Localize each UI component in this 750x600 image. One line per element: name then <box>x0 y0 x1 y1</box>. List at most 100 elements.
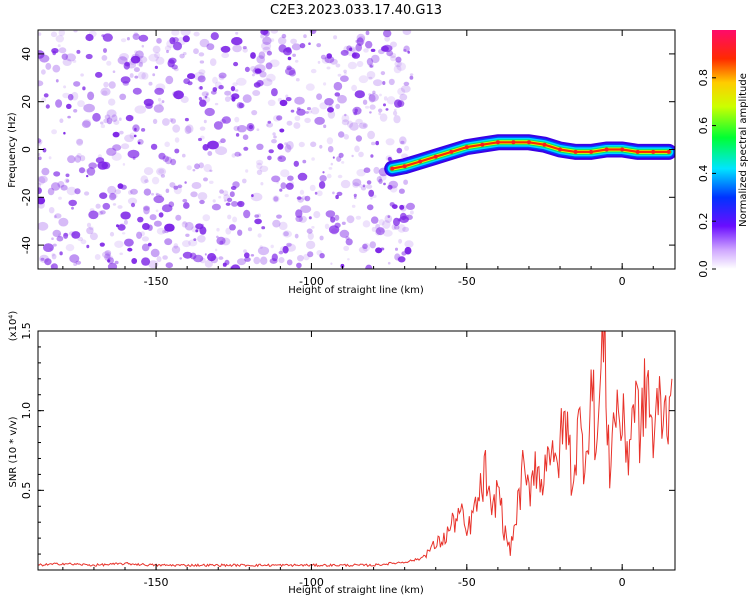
snr-x-ticks: -150 -100 -50 0 <box>62 331 654 589</box>
noise-speckle <box>132 87 142 95</box>
noise-speckle <box>38 32 42 36</box>
noise-speckle <box>254 218 262 225</box>
noise-speckle <box>40 257 45 261</box>
noise-speckle <box>104 250 112 256</box>
noise-speckle <box>88 210 99 220</box>
noise-speckle <box>238 102 245 109</box>
noise-speckle <box>99 242 105 247</box>
noise-speckle <box>229 191 235 198</box>
signal-point <box>418 159 423 164</box>
noise-speckle <box>343 45 350 54</box>
noise-speckle <box>51 253 57 260</box>
noise-speckle <box>305 83 315 91</box>
noise-speckle <box>86 227 94 235</box>
noise-speckle <box>261 226 266 230</box>
noise-speckle <box>155 193 160 197</box>
noise-speckle <box>149 214 157 221</box>
noise-speckle <box>295 78 300 82</box>
noise-speckle <box>185 124 194 133</box>
y-tick-label: -40 <box>20 236 33 254</box>
noise-speckle <box>71 206 74 210</box>
noise-region <box>38 30 416 269</box>
noise-speckle <box>123 238 134 247</box>
noise-speckle <box>256 169 263 176</box>
noise-speckle <box>109 192 117 201</box>
noise-speckle <box>114 240 124 248</box>
noise-speckle <box>103 48 107 53</box>
noise-speckle <box>207 151 213 156</box>
noise-speckle <box>330 162 333 166</box>
noise-speckle <box>143 188 152 196</box>
noise-speckle <box>407 50 411 54</box>
noise-speckle <box>188 239 198 247</box>
noise-speckle <box>307 251 314 258</box>
noise-speckle <box>114 260 119 265</box>
noise-speckle <box>371 194 377 199</box>
noise-speckle <box>77 236 84 242</box>
noise-speckle <box>95 203 101 209</box>
noise-speckle <box>57 233 62 238</box>
noise-speckle <box>45 62 52 70</box>
noise-speckle <box>207 253 217 262</box>
noise-speckle <box>206 43 215 51</box>
noise-speckle <box>156 37 162 44</box>
noise-speckle <box>271 253 278 262</box>
noise-speckle <box>197 75 206 83</box>
noise-speckle <box>271 88 278 97</box>
noise-speckle <box>173 90 185 100</box>
noise-speckle <box>131 53 140 61</box>
colorbar-gradient <box>712 30 736 269</box>
noise-speckle <box>133 31 139 37</box>
noise-speckle <box>256 79 264 87</box>
noise-speckle <box>39 254 49 263</box>
noise-speckle <box>242 46 247 50</box>
noise-speckle <box>330 216 336 223</box>
noise-speckle <box>54 213 62 219</box>
noise-speckle <box>77 100 85 108</box>
noise-speckle <box>106 147 117 156</box>
noise-speckle <box>324 223 330 230</box>
noise-speckle <box>100 124 106 129</box>
noise-speckle <box>259 165 269 172</box>
noise-speckle <box>42 147 47 153</box>
noise-speckle <box>358 151 364 158</box>
noise-speckle <box>399 93 408 101</box>
noise-speckle <box>272 219 281 228</box>
noise-speckle <box>194 163 200 170</box>
noise-speckle <box>348 46 356 52</box>
noise-speckle <box>368 93 379 102</box>
noise-speckle <box>382 220 391 229</box>
noise-speckle <box>213 121 223 130</box>
noise-speckle <box>278 257 285 264</box>
noise-speckle <box>38 175 48 184</box>
y-tick-label: 1.0 <box>20 402 33 420</box>
noise-speckle <box>101 90 108 96</box>
noise-speckle <box>89 226 94 230</box>
noise-speckle <box>261 30 270 35</box>
noise-speckle <box>232 82 238 87</box>
noise-speckle <box>362 220 371 228</box>
noise-speckle <box>401 153 408 159</box>
noise-speckle <box>330 228 338 235</box>
noise-speckle <box>107 262 118 269</box>
noise-speckle <box>221 52 230 59</box>
noise-speckle <box>404 145 410 151</box>
noise-speckle <box>158 168 165 174</box>
noise-speckle <box>185 233 190 237</box>
noise-speckle <box>187 73 196 80</box>
noise-speckle <box>375 227 385 236</box>
noise-speckle <box>397 100 405 107</box>
noise-speckle <box>289 181 295 187</box>
noise-speckle <box>203 177 208 182</box>
noise-speckle <box>103 81 109 88</box>
noise-speckle <box>130 202 136 208</box>
noise-speckle <box>130 188 138 195</box>
noise-speckle <box>327 107 334 113</box>
noise-speckle <box>297 255 304 262</box>
noise-speckle <box>218 256 224 260</box>
noise-speckle <box>69 254 80 263</box>
noise-speckle <box>341 114 350 123</box>
noise-speckle <box>397 224 406 233</box>
noise-speckle <box>111 114 118 122</box>
noise-speckle <box>233 125 240 131</box>
